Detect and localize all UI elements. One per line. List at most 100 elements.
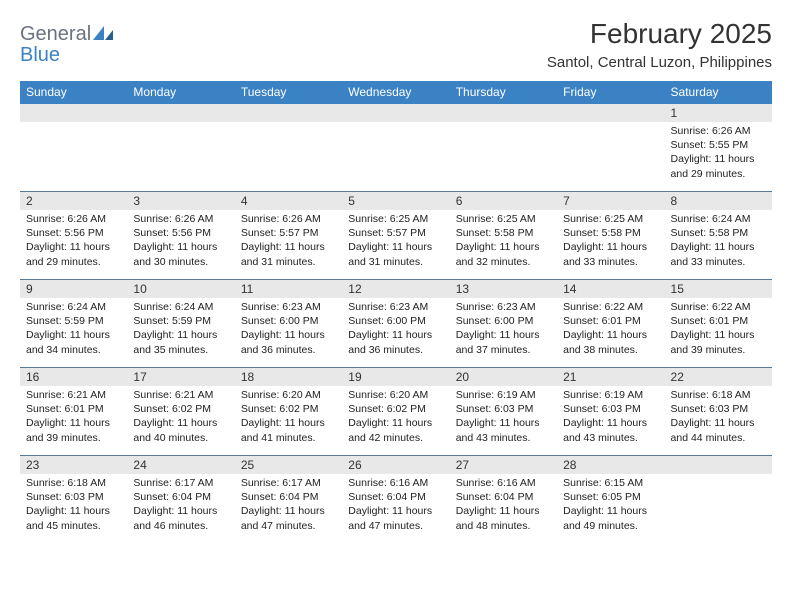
sunrise-text: Sunrise: 6:25 AM bbox=[348, 212, 443, 226]
sunset-text: Sunset: 6:03 PM bbox=[26, 490, 121, 504]
weekday-header: Thursday bbox=[450, 81, 557, 104]
title-block: February 2025 Santol, Central Luzon, Phi… bbox=[547, 18, 772, 71]
daylight-text: Daylight: 11 hours and 35 minutes. bbox=[133, 328, 228, 356]
sunrise-text: Sunrise: 6:24 AM bbox=[26, 300, 121, 314]
calendar-cell: 19Sunrise: 6:20 AMSunset: 6:02 PMDayligh… bbox=[342, 368, 449, 456]
day-info: Sunrise: 6:17 AMSunset: 6:04 PMDaylight:… bbox=[127, 474, 234, 537]
sunrise-text: Sunrise: 6:20 AM bbox=[241, 388, 336, 402]
day-number: 17 bbox=[127, 368, 234, 386]
day-info: Sunrise: 6:26 AMSunset: 5:56 PMDaylight:… bbox=[20, 210, 127, 273]
daylight-text: Daylight: 11 hours and 44 minutes. bbox=[671, 416, 766, 444]
sunrise-text: Sunrise: 6:15 AM bbox=[563, 476, 658, 490]
daylight-text: Daylight: 11 hours and 43 minutes. bbox=[563, 416, 658, 444]
day-info: Sunrise: 6:18 AMSunset: 6:03 PMDaylight:… bbox=[20, 474, 127, 537]
sunrise-text: Sunrise: 6:24 AM bbox=[133, 300, 228, 314]
day-info: Sunrise: 6:16 AMSunset: 6:04 PMDaylight:… bbox=[450, 474, 557, 537]
sunset-text: Sunset: 6:05 PM bbox=[563, 490, 658, 504]
calendar-cell: 27Sunrise: 6:16 AMSunset: 6:04 PMDayligh… bbox=[450, 456, 557, 544]
weekday-header: Sunday bbox=[20, 81, 127, 104]
logo: General Blue bbox=[20, 24, 113, 66]
sunrise-text: Sunrise: 6:17 AM bbox=[241, 476, 336, 490]
day-number: 12 bbox=[342, 280, 449, 298]
day-number: 26 bbox=[342, 456, 449, 474]
daylight-text: Daylight: 11 hours and 39 minutes. bbox=[26, 416, 121, 444]
sunrise-text: Sunrise: 6:19 AM bbox=[456, 388, 551, 402]
calendar-cell bbox=[665, 456, 772, 544]
calendar-table: SundayMondayTuesdayWednesdayThursdayFrid… bbox=[20, 81, 772, 544]
daylight-text: Daylight: 11 hours and 46 minutes. bbox=[133, 504, 228, 532]
sunset-text: Sunset: 6:01 PM bbox=[26, 402, 121, 416]
page-header: General Blue February 2025 Santol, Centr… bbox=[20, 18, 772, 71]
day-number: 8 bbox=[665, 192, 772, 210]
calendar-cell: 20Sunrise: 6:19 AMSunset: 6:03 PMDayligh… bbox=[450, 368, 557, 456]
calendar-week-row: 9Sunrise: 6:24 AMSunset: 5:59 PMDaylight… bbox=[20, 280, 772, 368]
calendar-cell: 16Sunrise: 6:21 AMSunset: 6:01 PMDayligh… bbox=[20, 368, 127, 456]
sunrise-text: Sunrise: 6:17 AM bbox=[133, 476, 228, 490]
daylight-text: Daylight: 11 hours and 36 minutes. bbox=[241, 328, 336, 356]
sunset-text: Sunset: 5:57 PM bbox=[241, 226, 336, 240]
day-number: 18 bbox=[235, 368, 342, 386]
sunrise-text: Sunrise: 6:25 AM bbox=[563, 212, 658, 226]
day-info: Sunrise: 6:17 AMSunset: 6:04 PMDaylight:… bbox=[235, 474, 342, 537]
sunrise-text: Sunrise: 6:19 AM bbox=[563, 388, 658, 402]
day-number: 5 bbox=[342, 192, 449, 210]
day-info: Sunrise: 6:21 AMSunset: 6:01 PMDaylight:… bbox=[20, 386, 127, 449]
daylight-text: Daylight: 11 hours and 45 minutes. bbox=[26, 504, 121, 532]
calendar-body: 1Sunrise: 6:26 AMSunset: 5:55 PMDaylight… bbox=[20, 104, 772, 544]
sunset-text: Sunset: 6:04 PM bbox=[456, 490, 551, 504]
sunrise-text: Sunrise: 6:23 AM bbox=[456, 300, 551, 314]
sunset-text: Sunset: 6:01 PM bbox=[671, 314, 766, 328]
day-info: Sunrise: 6:18 AMSunset: 6:03 PMDaylight:… bbox=[665, 386, 772, 449]
weekday-header: Friday bbox=[557, 81, 664, 104]
daylight-text: Daylight: 11 hours and 31 minutes. bbox=[241, 240, 336, 268]
sunrise-text: Sunrise: 6:18 AM bbox=[671, 388, 766, 402]
daylight-text: Daylight: 11 hours and 47 minutes. bbox=[348, 504, 443, 532]
day-number: 14 bbox=[557, 280, 664, 298]
calendar-cell bbox=[450, 104, 557, 192]
day-number: 9 bbox=[20, 280, 127, 298]
calendar-cell: 9Sunrise: 6:24 AMSunset: 5:59 PMDaylight… bbox=[20, 280, 127, 368]
daylight-text: Daylight: 11 hours and 33 minutes. bbox=[563, 240, 658, 268]
day-info: Sunrise: 6:26 AMSunset: 5:55 PMDaylight:… bbox=[665, 122, 772, 185]
day-number: 1 bbox=[665, 104, 772, 122]
calendar-cell: 10Sunrise: 6:24 AMSunset: 5:59 PMDayligh… bbox=[127, 280, 234, 368]
sunrise-text: Sunrise: 6:21 AM bbox=[133, 388, 228, 402]
location-text: Santol, Central Luzon, Philippines bbox=[547, 54, 772, 71]
sunrise-text: Sunrise: 6:26 AM bbox=[241, 212, 336, 226]
calendar-cell: 6Sunrise: 6:25 AMSunset: 5:58 PMDaylight… bbox=[450, 192, 557, 280]
calendar-cell: 28Sunrise: 6:15 AMSunset: 6:05 PMDayligh… bbox=[557, 456, 664, 544]
day-number: 6 bbox=[450, 192, 557, 210]
calendar-cell: 11Sunrise: 6:23 AMSunset: 6:00 PMDayligh… bbox=[235, 280, 342, 368]
daylight-text: Daylight: 11 hours and 41 minutes. bbox=[241, 416, 336, 444]
day-info: Sunrise: 6:21 AMSunset: 6:02 PMDaylight:… bbox=[127, 386, 234, 449]
sunrise-text: Sunrise: 6:20 AM bbox=[348, 388, 443, 402]
calendar-cell: 17Sunrise: 6:21 AMSunset: 6:02 PMDayligh… bbox=[127, 368, 234, 456]
daylight-text: Daylight: 11 hours and 49 minutes. bbox=[563, 504, 658, 532]
daylight-text: Daylight: 11 hours and 38 minutes. bbox=[563, 328, 658, 356]
sunset-text: Sunset: 5:56 PM bbox=[133, 226, 228, 240]
weekday-header: Wednesday bbox=[342, 81, 449, 104]
sunset-text: Sunset: 6:00 PM bbox=[456, 314, 551, 328]
day-number: 21 bbox=[557, 368, 664, 386]
day-info: Sunrise: 6:22 AMSunset: 6:01 PMDaylight:… bbox=[557, 298, 664, 361]
sunset-text: Sunset: 6:03 PM bbox=[456, 402, 551, 416]
sunrise-text: Sunrise: 6:26 AM bbox=[26, 212, 121, 226]
daylight-text: Daylight: 11 hours and 31 minutes. bbox=[348, 240, 443, 268]
sunset-text: Sunset: 6:01 PM bbox=[563, 314, 658, 328]
sunrise-text: Sunrise: 6:23 AM bbox=[241, 300, 336, 314]
sunrise-text: Sunrise: 6:23 AM bbox=[348, 300, 443, 314]
day-info: Sunrise: 6:23 AMSunset: 6:00 PMDaylight:… bbox=[450, 298, 557, 361]
calendar-cell: 14Sunrise: 6:22 AMSunset: 6:01 PMDayligh… bbox=[557, 280, 664, 368]
calendar-cell bbox=[342, 104, 449, 192]
sunrise-text: Sunrise: 6:22 AM bbox=[671, 300, 766, 314]
day-number: 11 bbox=[235, 280, 342, 298]
calendar-week-row: 2Sunrise: 6:26 AMSunset: 5:56 PMDaylight… bbox=[20, 192, 772, 280]
calendar-week-row: 1Sunrise: 6:26 AMSunset: 5:55 PMDaylight… bbox=[20, 104, 772, 192]
day-number: 23 bbox=[20, 456, 127, 474]
sunrise-text: Sunrise: 6:24 AM bbox=[671, 212, 766, 226]
day-info: Sunrise: 6:20 AMSunset: 6:02 PMDaylight:… bbox=[235, 386, 342, 449]
calendar-week-row: 23Sunrise: 6:18 AMSunset: 6:03 PMDayligh… bbox=[20, 456, 772, 544]
sunrise-text: Sunrise: 6:26 AM bbox=[133, 212, 228, 226]
logo-text-blue: Blue bbox=[20, 44, 60, 66]
day-number: 24 bbox=[127, 456, 234, 474]
